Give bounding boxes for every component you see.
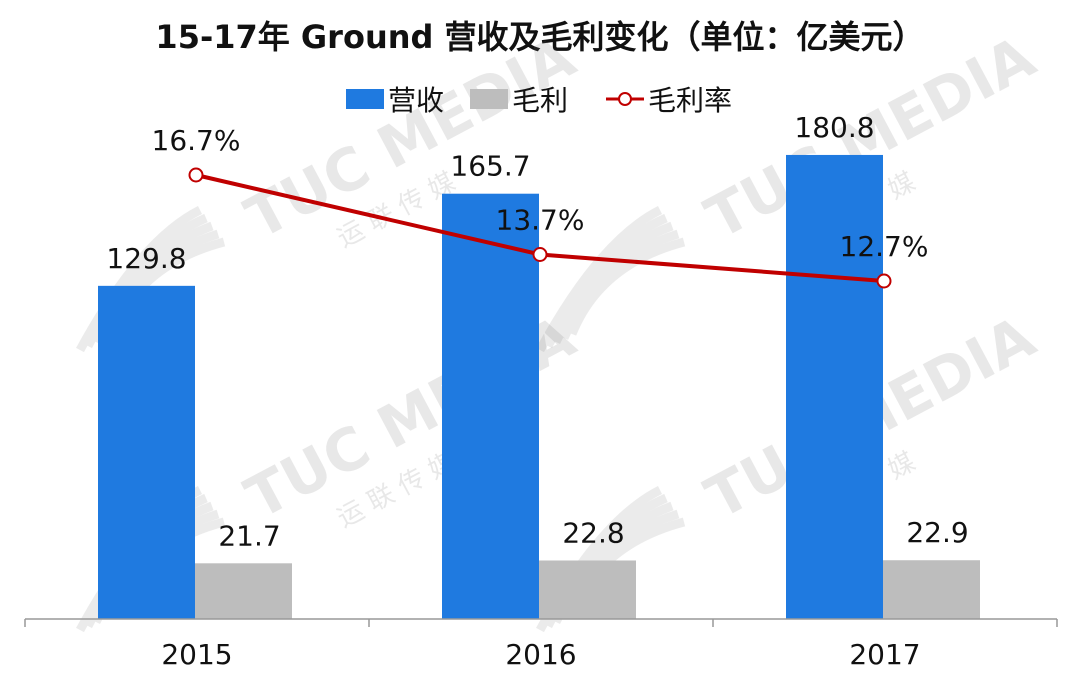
x-tick-label: 2015 bbox=[161, 638, 232, 671]
legend-label: 毛利 bbox=[512, 84, 568, 117]
line-data-label: 12.7% bbox=[840, 230, 929, 263]
x-tick-label: 2017 bbox=[849, 638, 920, 671]
bar-毛利-2015 bbox=[195, 563, 292, 619]
x-tick-label: 2016 bbox=[505, 638, 576, 671]
line-point bbox=[876, 273, 892, 289]
bar-营收-2015 bbox=[98, 285, 195, 619]
chart-title: 15-17年 Ground 营收及毛利变化（单位：亿美元） bbox=[155, 18, 925, 56]
data-label: 180.8 bbox=[794, 111, 874, 144]
x-axis: 2015 2016 2017 bbox=[24, 618, 1058, 671]
legend-label: 毛利率 bbox=[648, 84, 732, 117]
line-point bbox=[532, 247, 548, 262]
watermark-stroke bbox=[567, 237, 686, 336]
line-layer bbox=[188, 167, 892, 289]
data-label: 22.8 bbox=[562, 516, 624, 549]
bar-毛利-2016 bbox=[539, 560, 636, 619]
data-label: 165.7 bbox=[450, 150, 530, 183]
data-label: 21.7 bbox=[218, 519, 280, 552]
bar-营收-2017 bbox=[786, 154, 883, 620]
data-labels: 129.8 21.7 165.7 22.8 180.8 22.9 16.7% 13.7% 12.… bbox=[106, 111, 968, 552]
watermark-stroke bbox=[76, 205, 203, 353]
watermark-stroke bbox=[551, 221, 674, 344]
data-label: 129.8 bbox=[106, 242, 186, 275]
line-data-label: 13.7% bbox=[496, 204, 585, 237]
legend-label: 营收 bbox=[388, 84, 444, 117]
watermark-stroke bbox=[544, 213, 668, 349]
bar-营收-2016 bbox=[442, 193, 539, 619]
line-data-label: 16.7% bbox=[152, 124, 241, 157]
data-label: 22.9 bbox=[906, 516, 968, 549]
legend-swatch-营收 bbox=[346, 89, 384, 109]
line-point bbox=[188, 167, 204, 183]
legend: 营收 毛利 毛利率 bbox=[346, 84, 732, 117]
bars-layer bbox=[98, 154, 980, 620]
bar-毛利-2017 bbox=[883, 560, 980, 619]
legend-marker bbox=[618, 92, 632, 106]
legend-swatch-毛利 bbox=[470, 89, 508, 109]
watermark-stroke bbox=[559, 229, 680, 340]
